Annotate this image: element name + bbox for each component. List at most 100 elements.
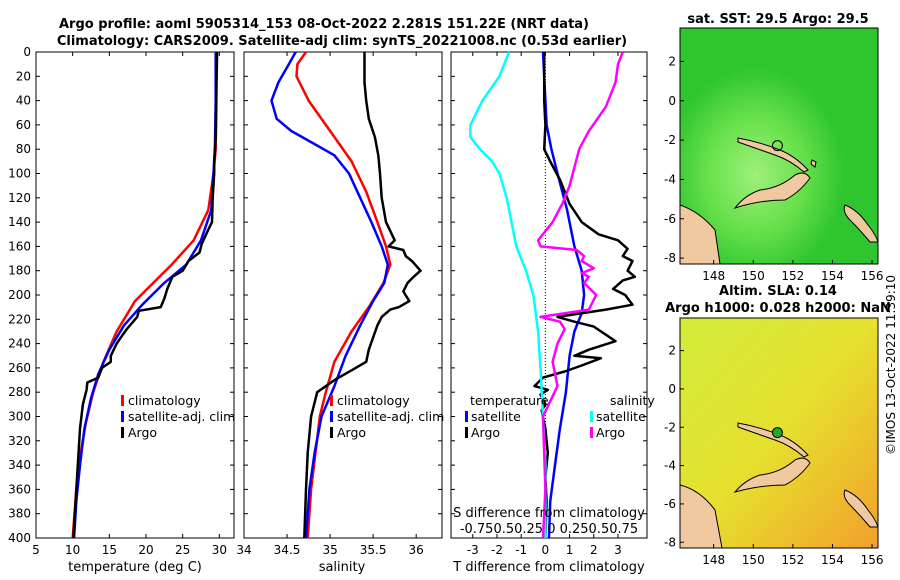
depth-tick-label: 100: [8, 167, 31, 181]
lat-tick-label: -8: [664, 251, 676, 265]
series-line-s-satellite: [469, 51, 547, 538]
s-difference-tick-labels: -0.750.50.25 0 0.250.50.75: [460, 522, 638, 537]
lat-tick-label: -4: [664, 172, 676, 186]
legend-swatch-t-satellite: [465, 411, 468, 422]
depth-tick-label: 280: [8, 385, 31, 399]
lat-tick-label: 0: [668, 382, 676, 396]
legend-satellite-adj: satellite-adj. clim: [337, 409, 444, 424]
imos-timestamp: ©IMOS 13-Oct-2022 11:39:10: [884, 275, 898, 455]
legend-argo: Argo: [337, 425, 366, 440]
x-tick-label: 3: [614, 543, 622, 557]
depth-tick-label: 220: [8, 312, 31, 326]
land-islet: [810, 159, 817, 168]
land-new-guinea: [680, 204, 721, 264]
depth-tick-label: 380: [8, 507, 31, 521]
depth-tick-label: 60: [16, 118, 31, 132]
depth-tick-label: 140: [8, 215, 31, 229]
legend-swatch-s-argo: [590, 427, 593, 438]
depth-tick-label: 360: [8, 482, 31, 496]
legend-swatch-argo: [121, 427, 124, 438]
depth-tick-label: 260: [8, 361, 31, 375]
difference-panel: [450, 51, 648, 539]
depth-tick-label: 0: [23, 45, 31, 59]
sst-map-axes: 148 150 152 154 156 2 0 -2 -4 -6 -8: [664, 54, 883, 283]
x-tick-label: 34: [236, 543, 251, 557]
depth-tick-label: 400: [8, 531, 31, 545]
temperature-axis-label: temperature (deg C): [68, 560, 202, 575]
argo-position-marker: [771, 427, 783, 439]
legend-swatch-t-argo: [465, 427, 468, 438]
x-tick-label: 34.5: [274, 543, 301, 557]
legend-climatology: climatology: [337, 393, 410, 408]
difference-plot: -3 -2 -1 0 1 2 3: [467, 51, 637, 557]
lon-tick-label: 156: [861, 553, 884, 567]
land-new-ireland: [737, 137, 809, 173]
legend-satellite-adj: satellite-adj. clim: [128, 409, 235, 424]
sla-map-subtitle: Argo h1000: 0.028 h2000: NaN: [665, 301, 891, 316]
s-difference-axis-label: S difference from climatology: [453, 506, 645, 521]
figure-title: Argo profile: aoml 5905314_153 08-Oct-20…: [59, 17, 589, 32]
depth-tick-label: 180: [8, 264, 31, 278]
lat-tick-label: 2: [668, 54, 676, 68]
x-tick-label: 0: [542, 543, 550, 557]
series-line-climatology: [295, 51, 392, 539]
legend-argo: Argo: [128, 425, 157, 440]
x-tick-label: 30: [212, 543, 227, 557]
lat-tick-label: -6: [664, 212, 676, 226]
lat-tick-label: -2: [664, 133, 676, 147]
depth-tick-label: 240: [8, 337, 31, 351]
lon-tick-label: 156: [861, 269, 884, 283]
legend-swatch-satellite: [330, 411, 333, 422]
sla-map-frame: [679, 317, 879, 549]
sla-map: [680, 318, 878, 548]
lat-tick-label: 0: [668, 94, 676, 108]
legend-t-argo: Argo: [471, 425, 500, 440]
legend-s-satellite: satellite: [596, 409, 646, 424]
difference-legend: temperature salinity satellite Argo sate…: [465, 393, 655, 440]
salinity-panel: [243, 51, 443, 539]
lat-tick-label: -6: [664, 497, 676, 511]
lat-tick-label: -4: [664, 459, 676, 473]
x-tick-label: 5: [32, 543, 40, 557]
legend-temperature-title: temperature: [470, 393, 549, 408]
land-new-guinea: [680, 484, 723, 548]
lon-tick-label: 154: [821, 269, 844, 283]
land-new-ireland: [737, 422, 809, 458]
sst-field: [680, 28, 878, 264]
lat-tick-label: -8: [664, 535, 676, 549]
x-tick-label: -3: [467, 543, 479, 557]
land-bougainville: [843, 204, 878, 243]
lon-tick-label: 152: [781, 553, 804, 567]
x-tick-label: 2: [590, 543, 598, 557]
salinity-axis-label: salinity: [319, 560, 366, 575]
lon-tick-label: 148: [702, 269, 725, 283]
x-tick-label: 10: [65, 543, 80, 557]
land-new-britain: [733, 457, 811, 493]
lon-tick-label: 150: [742, 269, 765, 283]
x-tick-label: 15: [102, 543, 117, 557]
temperature-panel: [35, 51, 235, 539]
salinity-legend: climatology satellite-adj. clim Argo: [330, 393, 444, 440]
legend-salinity-title: salinity: [610, 393, 655, 408]
temperature-legend: climatology satellite-adj. clim Argo: [121, 393, 235, 440]
series-line-s-argo: [536, 51, 624, 539]
series-line-satellite-adj-clim: [270, 51, 390, 539]
lon-tick-label: 152: [781, 269, 804, 283]
x-tick-label: 36: [409, 543, 424, 557]
legend-t-satellite: satellite: [471, 409, 521, 424]
series-line-argo: [303, 52, 422, 539]
land-new-britain: [733, 172, 811, 209]
sla-map-axes: 148 150 152 154 156 2 0 -2 -4 -6 -8: [664, 344, 883, 567]
depth-tick-label: 320: [8, 434, 31, 448]
argo-position-marker: [771, 140, 783, 152]
depth-tick-label: 20: [16, 69, 31, 83]
depth-tick-label: 300: [8, 410, 31, 424]
lat-tick-label: 2: [668, 344, 676, 358]
t-difference-axis-label: T difference from climatology: [452, 560, 645, 575]
sla-map-title: Altim. SLA: 0.14: [719, 284, 837, 299]
legend-s-argo: Argo: [596, 425, 625, 440]
x-tick-label: 1: [566, 543, 574, 557]
x-tick-label: 35.5: [360, 543, 387, 557]
x-tick-label: -2: [491, 543, 503, 557]
temperature-plot: 5 10 15 20 25 30: [32, 51, 227, 557]
